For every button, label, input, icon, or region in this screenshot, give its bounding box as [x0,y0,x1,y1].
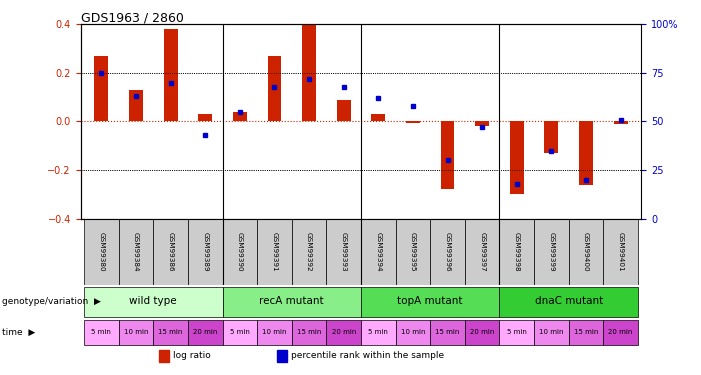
Bar [222,219,257,285]
Bar [361,320,395,345]
Bar [222,320,257,345]
Text: GSM99394: GSM99394 [375,232,381,272]
Bar [292,320,327,345]
Bar [188,219,222,285]
Text: GSM99392: GSM99392 [306,232,312,272]
Bar [292,219,327,285]
Text: 20 min: 20 min [193,329,217,335]
Bar [534,219,569,285]
Bar [430,219,465,285]
Bar [84,219,118,285]
Text: GSM99389: GSM99389 [202,232,208,272]
Text: genotype/variation  ▶: genotype/variation ▶ [2,297,101,306]
Bar [604,219,638,285]
Bar [406,122,420,123]
Text: 5 min: 5 min [369,329,388,335]
Bar [164,29,177,122]
Bar [361,219,395,285]
Text: time  ▶: time ▶ [2,328,35,337]
Bar [118,320,154,345]
Bar [500,219,534,285]
Bar [395,219,430,285]
Text: GSM99399: GSM99399 [548,232,554,272]
Text: percentile rank within the sample: percentile rank within the sample [291,351,444,360]
Bar [430,320,465,345]
Text: GSM99397: GSM99397 [479,232,485,272]
Text: GSM99386: GSM99386 [168,232,174,272]
Bar [569,320,604,345]
Bar [233,112,247,122]
Bar [327,219,361,285]
Text: GDS1963 / 2860: GDS1963 / 2860 [81,11,184,24]
Bar [534,320,569,345]
Bar [129,90,143,122]
Text: 15 min: 15 min [158,329,183,335]
Bar [500,320,534,345]
Text: 10 min: 10 min [401,329,426,335]
Bar [154,320,188,345]
Text: GSM99380: GSM99380 [98,232,104,272]
Bar [222,287,361,317]
Bar [198,114,212,122]
Text: topA mutant: topA mutant [397,296,463,306]
Bar [465,320,500,345]
Bar [395,320,430,345]
Bar [327,320,361,345]
Text: 10 min: 10 min [262,329,287,335]
Bar [188,320,222,345]
Text: 20 min: 20 min [332,329,356,335]
Text: dnaC mutant: dnaC mutant [535,296,603,306]
Bar [569,219,604,285]
Bar [257,320,292,345]
Bar [336,100,350,122]
Text: 20 min: 20 min [470,329,494,335]
Bar [118,219,154,285]
Text: GSM99395: GSM99395 [410,232,416,272]
Text: log ratio: log ratio [173,351,211,360]
Bar [372,114,386,122]
Text: 10 min: 10 min [539,329,564,335]
Bar [545,122,558,153]
Bar [475,122,489,126]
Text: 5 min: 5 min [230,329,250,335]
Bar [500,287,638,317]
Bar [154,219,188,285]
Bar [510,122,524,194]
Text: 10 min: 10 min [124,329,148,335]
Bar [95,56,109,122]
Text: recA mutant: recA mutant [259,296,324,306]
Bar [441,122,454,189]
Text: GSM99384: GSM99384 [133,232,139,272]
Bar [257,219,292,285]
Text: 15 min: 15 min [574,329,598,335]
Text: GSM99400: GSM99400 [583,232,589,272]
Text: 15 min: 15 min [297,329,321,335]
Bar [579,122,593,184]
Text: GSM99401: GSM99401 [618,232,624,272]
Bar [361,287,500,317]
Bar [302,24,316,122]
Bar [604,320,638,345]
Text: GSM99393: GSM99393 [341,232,347,272]
Text: 15 min: 15 min [435,329,460,335]
Text: GSM99391: GSM99391 [271,232,278,272]
Bar [268,56,281,122]
Bar [84,320,118,345]
Bar [159,350,169,362]
Bar [465,219,500,285]
Bar [613,122,627,124]
Bar [277,350,287,362]
Text: GSM99390: GSM99390 [237,232,243,272]
Text: wild type: wild type [130,296,177,306]
Text: 20 min: 20 min [608,329,633,335]
Text: GSM99398: GSM99398 [514,232,520,272]
Bar [84,287,222,317]
Text: 5 min: 5 min [507,329,526,335]
Text: GSM99396: GSM99396 [444,232,451,272]
Text: 5 min: 5 min [91,329,111,335]
